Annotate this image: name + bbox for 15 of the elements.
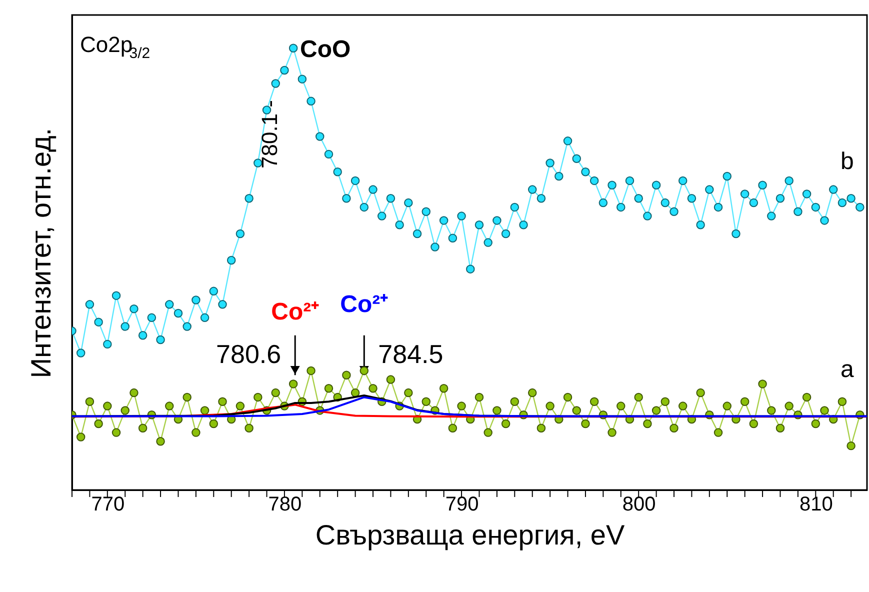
series-label: a: [840, 356, 855, 383]
annotation: 780.6: [216, 339, 282, 370]
x-tick-label: 780: [268, 494, 302, 516]
x-tick-label: 810: [799, 494, 833, 516]
text: Co²⁺: [340, 291, 388, 318]
x-axis-title: Свързваща енергия, eV: [315, 520, 625, 550]
annotation: 780.1 -: [257, 100, 282, 168]
series-label: b: [840, 148, 854, 176]
y-axis-title: Интензитет, отн.ед.: [26, 128, 56, 378]
text: Co²⁺: [271, 298, 320, 326]
x-tick-label: 800: [622, 494, 656, 516]
annotation: CoO: [300, 36, 351, 63]
annotation: 784.5: [378, 339, 444, 370]
x-tick-label: 790: [445, 494, 479, 516]
x-tick-label: 770: [91, 494, 125, 516]
